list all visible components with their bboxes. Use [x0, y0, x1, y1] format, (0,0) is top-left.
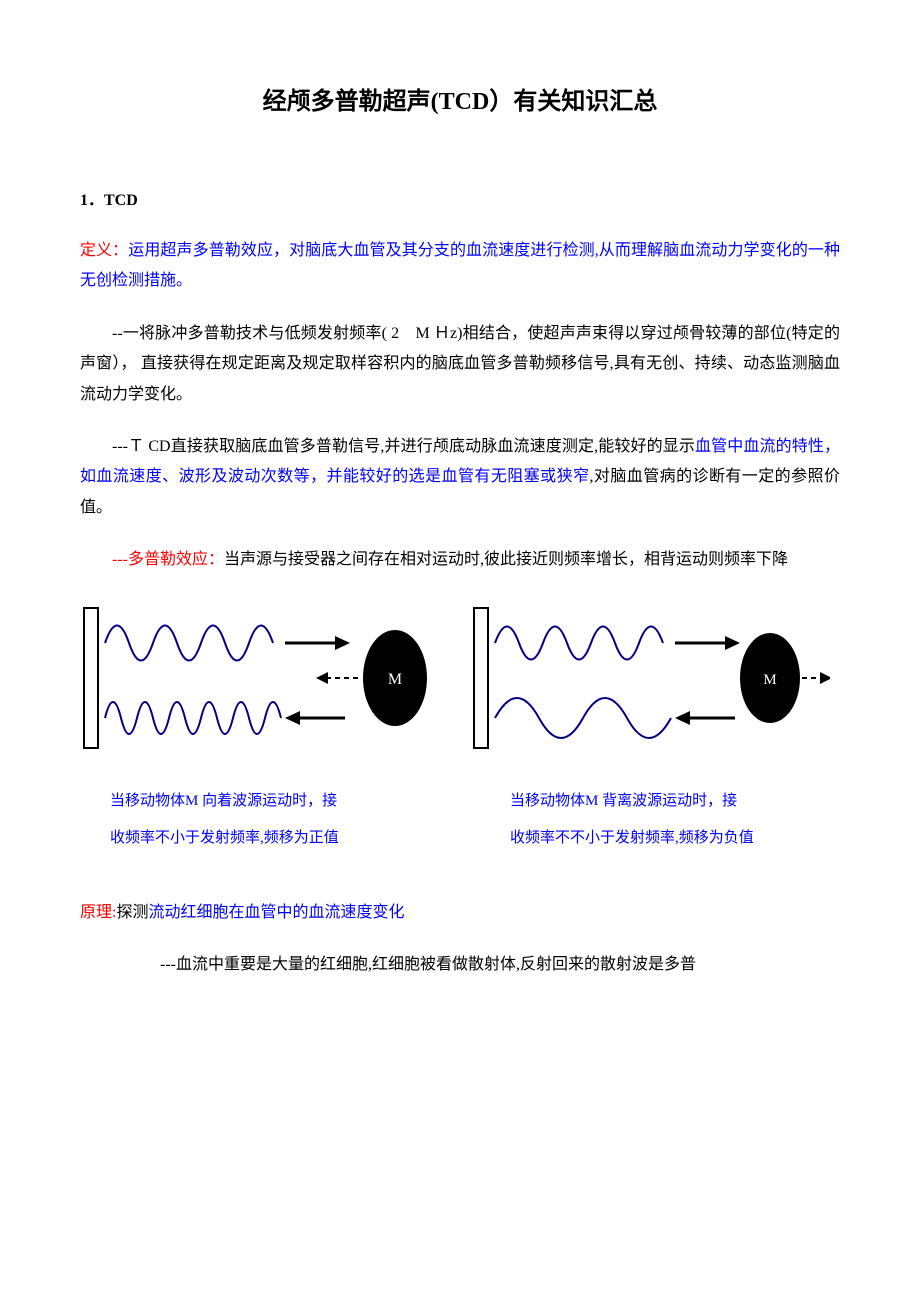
- paragraph-2: --一将脉冲多普勒技术与低频发射频率( 2 M Ｈz)相结合，使超声声束得以穿过…: [80, 319, 840, 410]
- paragraph-3: ---Ｔ CD直接获取脑底血管多普勒信号,并进行颅底动脉血流速度测定,能较好的显…: [80, 432, 840, 523]
- caption-left: 当移动物体M 向着波源运动时，接 收频率不小于发射频率,频移为正值: [80, 783, 440, 858]
- doppler-diagram-left: M: [80, 598, 450, 758]
- caption-right-line1: 当移动物体M 背离波源运动时，接: [510, 783, 840, 821]
- section-number: 1．TCD: [80, 186, 840, 216]
- p3-part-a: ---Ｔ CD直接获取脑底血管多普勒信号,并进行颅底动脉血流速度测定,能较好的显…: [112, 438, 695, 455]
- definition-body: 运用超声多普勒效应，对脑底大血管及其分支的血流速度进行检测,从而理解脑血流动力学…: [80, 242, 840, 289]
- caption-row: 当移动物体M 向着波源运动时，接 收频率不小于发射频率,频移为正值 当移动物体M…: [80, 783, 840, 858]
- p4-prefix: ---: [112, 551, 128, 568]
- p4-red: 多普勒效应：: [128, 551, 224, 568]
- paragraph-4: ---多普勒效应：当声源与接受器之间存在相对运动时,彼此接近则频率增长，相背运动…: [80, 545, 840, 575]
- caption-right: 当移动物体M 背离波源运动时，接 收频率不不小于发射频率,频移为负值: [480, 783, 840, 858]
- caption-left-line2: 收频率不小于发射频率,频移为正值: [110, 820, 440, 858]
- principle-body: 探测: [116, 904, 148, 921]
- paragraph-last: ---血流中重要是大量的红细胞,红细胞被看做散射体,反射回来的散射波是多普: [80, 950, 840, 980]
- svg-text:M: M: [388, 671, 402, 688]
- doppler-diagram-right: M: [470, 598, 840, 758]
- caption-right-line2: 收频率不不小于发射频率,频移为负值: [510, 820, 840, 858]
- principle-label: 原理:: [80, 904, 116, 921]
- doppler-diagram-row: M M: [80, 598, 840, 758]
- principle-blue: 流动红细胞在血管中的血流速度变化: [148, 904, 404, 921]
- definition-paragraph: 定义：运用超声多普勒效应，对脑底大血管及其分支的血流速度进行检测,从而理解脑血流…: [80, 236, 840, 297]
- principle-paragraph: 原理:探测流动红细胞在血管中的血流速度变化: [80, 898, 840, 928]
- p4-body: 当声源与接受器之间存在相对运动时,彼此接近则频率增长，相背运动则频率下降: [224, 551, 788, 568]
- svg-text:M: M: [763, 672, 776, 688]
- caption-left-line1: 当移动物体M 向着波源运动时，接: [110, 783, 440, 821]
- definition-label: 定义：: [80, 242, 128, 259]
- page-title: 经颅多普勒超声(TCD）有关知识汇总: [80, 80, 840, 126]
